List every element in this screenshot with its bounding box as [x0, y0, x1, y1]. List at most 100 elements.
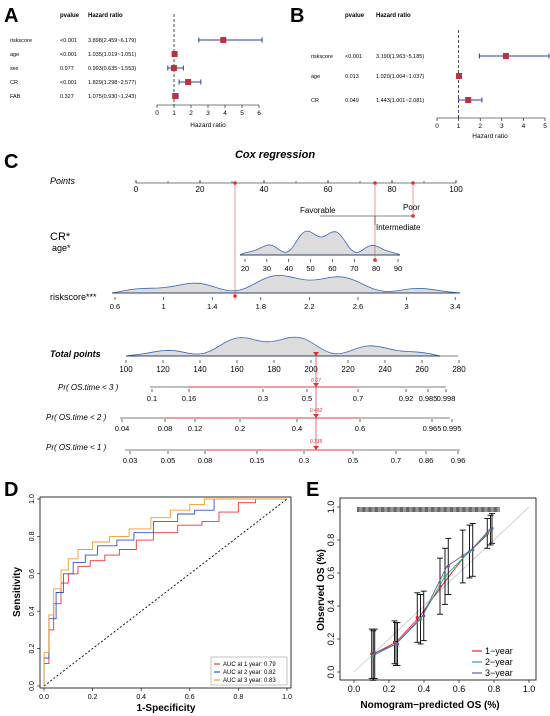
panel-e-ideal-line	[353, 506, 530, 673]
pr1-axis-tick-label: 0.7	[391, 456, 401, 465]
panel-a-row-hr: 1.075(0.930~1.243)	[88, 94, 136, 100]
total-points-axis-tick-label: 280	[452, 365, 466, 374]
panel-a-row-hr: 1.829(1.298~2.577)	[88, 80, 136, 86]
total-points-axis-tick-label: 240	[378, 365, 392, 374]
panel-c-nomogram: 0 20 40 60 80 100 20 30 40 50 60 70 80 90 0.6 1 1.4 1.8 2.…	[110, 180, 466, 465]
panel-a-row-hr: 1.035(1.019~1.051)	[88, 52, 136, 58]
pr2-axis-tick-label: 0.12	[188, 424, 203, 433]
age-axis-tick-label: 60	[328, 264, 336, 273]
panel-a-x-tick-label: 6	[257, 110, 261, 117]
nomogram-cr-level: Poor	[403, 203, 420, 212]
panel-d-y-tick-label: 0.0	[29, 681, 36, 691]
panel-e-point	[415, 615, 419, 620]
selection-point	[411, 181, 415, 185]
panel-a-row-p: 0.327	[60, 94, 74, 100]
pr3-axis-tick-label: 0.7	[353, 394, 363, 403]
panel-a: A pvalue Hazard ratio riskscore <0.001 3…	[4, 5, 263, 129]
pr3-axis-tick-label: 0.92	[399, 394, 414, 403]
panel-d-x-tick-label: 0.4	[136, 694, 146, 701]
panel-e-x-tick-label: 0.6	[453, 684, 466, 694]
panel-b-hr-box	[502, 53, 509, 59]
panel-e-y-tick-label: 0.2	[326, 633, 336, 646]
pr3-axis-tick-label: 0.998	[437, 394, 456, 403]
nomogram-pr3-label: Pr( OS.time < 3 )	[58, 383, 119, 392]
panel-e-x-tick-label: 0.0	[348, 684, 361, 694]
pr2-axis-tick-label: 0.08	[158, 424, 173, 433]
total-points-axis-tick-label: 220	[341, 365, 355, 374]
panel-d-x-tick-label: 0.6	[185, 694, 195, 701]
panel-b-x-tick-label: 5	[543, 123, 547, 130]
panel-d: D 0.00.0 0.2 0.2 0.4 0.4 0.6 0.6 0.8 0.8 1.0 1.0 1…	[4, 479, 292, 714]
panel-e-y-tick-label: 1.0	[326, 501, 336, 514]
selection-marker	[313, 383, 319, 387]
riskscore-axis-tick-label: 1.4	[207, 302, 217, 311]
panel-e-point	[446, 564, 450, 569]
panel-e-point	[490, 526, 494, 531]
age-axis-tick-label: 50	[306, 264, 314, 273]
panel-e-point	[373, 652, 377, 656]
panel-d-legend-box	[210, 656, 288, 686]
panel-a-row-name: age	[10, 52, 19, 58]
panel-a-forest-plot: 0 1 2 3 4 5 6	[155, 14, 263, 117]
nomogram-cr-level: Intermediate	[376, 223, 421, 232]
pr1-axis-tick-label: 0.03	[123, 456, 138, 465]
panel-d-x-tick-label: 0.8	[234, 694, 244, 701]
panel-d-xlabel: 1-Specificity	[137, 703, 196, 714]
panel-d-diagonal	[43, 498, 288, 687]
age-density	[239, 230, 401, 256]
panel-b-forest-plot: 0 1 2 3 4 5	[435, 30, 550, 130]
total-points-axis-tick-label: 260	[415, 365, 429, 374]
points-axis-tick-label: 60	[324, 185, 333, 194]
panel-a-hr-box	[170, 65, 177, 71]
panel-b-row-name: CR	[311, 98, 319, 104]
panel-d-y-tick-label: 0.4	[29, 606, 36, 616]
age-axis-tick-label: 20	[241, 264, 249, 273]
panel-a-row-p: 0.977	[60, 66, 74, 72]
panel-a-row-p: <0.001	[60, 52, 77, 58]
panel-e-x-tick-label: 0.8	[488, 684, 501, 694]
panel-b-x-tick-label: 3	[500, 123, 504, 130]
age-axis-tick-label: 80	[372, 264, 380, 273]
panel-b-x-tick-label: 4	[522, 123, 526, 130]
panel-a-x-tick-label: 4	[223, 110, 227, 117]
panel-e-calibration-series-1	[373, 533, 490, 655]
panel-e-legend-entry: 3−year	[485, 668, 513, 678]
panel-e-point	[395, 642, 400, 646]
pr3-axis-tick-label: 0.1	[147, 394, 157, 403]
panel-e-y-tick-label: 0.6	[326, 567, 336, 580]
panel-e-ylabel: Observed OS (%)	[316, 549, 327, 631]
panel-e-x-tick-label: 0.2	[383, 684, 396, 694]
riskscore-axis-tick-label: 3.4	[450, 302, 460, 311]
panel-d-y-tick-label: 0.2	[29, 644, 36, 654]
pr3-axis-tick-label: 0.985	[419, 394, 438, 403]
panel-a-hr-header: Hazard ratio	[88, 13, 123, 19]
nomogram-pr1-label: Pr( OS.time < 1 )	[46, 443, 107, 452]
selection-point	[373, 258, 377, 262]
pr2-axis-tick-label: 0.965	[423, 424, 442, 433]
pr1-axis-tick-label: 0.96	[451, 456, 466, 465]
panel-e-calibration-plot: 0.0 0.0 0.2 0.2 0.4 0.4 0.6 0.6 0.8 0.8 1.0 1.0	[326, 501, 535, 694]
panel-a-xlabel: Hazard ratio	[190, 122, 226, 129]
riskscore-density	[111, 274, 461, 294]
panel-b-row-name: riskscore	[311, 54, 333, 60]
pr3-axis-tick-label: 0.3	[258, 394, 268, 403]
age-axis-tick-label: 40	[285, 264, 293, 273]
panel-d-roc-series-3	[43, 498, 287, 686]
total-points-axis-tick-label: 180	[267, 365, 281, 374]
panel-a-hr-box	[185, 79, 192, 85]
panel-e-frame	[339, 497, 537, 681]
riskscore-axis-tick-label: 2.2	[304, 302, 314, 311]
panel-a-pvalue-header: pvalue	[60, 13, 80, 19]
nomogram-points-label: Points	[50, 176, 76, 186]
panel-b-x-tick-label: 1	[457, 123, 461, 130]
panel-e-x-tick-label: 0.4	[418, 684, 431, 694]
selection-point	[233, 294, 237, 298]
total-points-density	[125, 336, 441, 357]
nomogram-riskscore-label: riskscore***	[50, 292, 97, 302]
total-points-axis-tick-label: 200	[304, 365, 318, 374]
panel-e-legend-entry: 2−year	[485, 657, 513, 667]
panel-d-legend-entry: AUC at 3 year: 0.83	[223, 678, 276, 684]
panel-a-hr-box	[220, 37, 227, 43]
panel-a-row-name: sex	[10, 66, 19, 72]
